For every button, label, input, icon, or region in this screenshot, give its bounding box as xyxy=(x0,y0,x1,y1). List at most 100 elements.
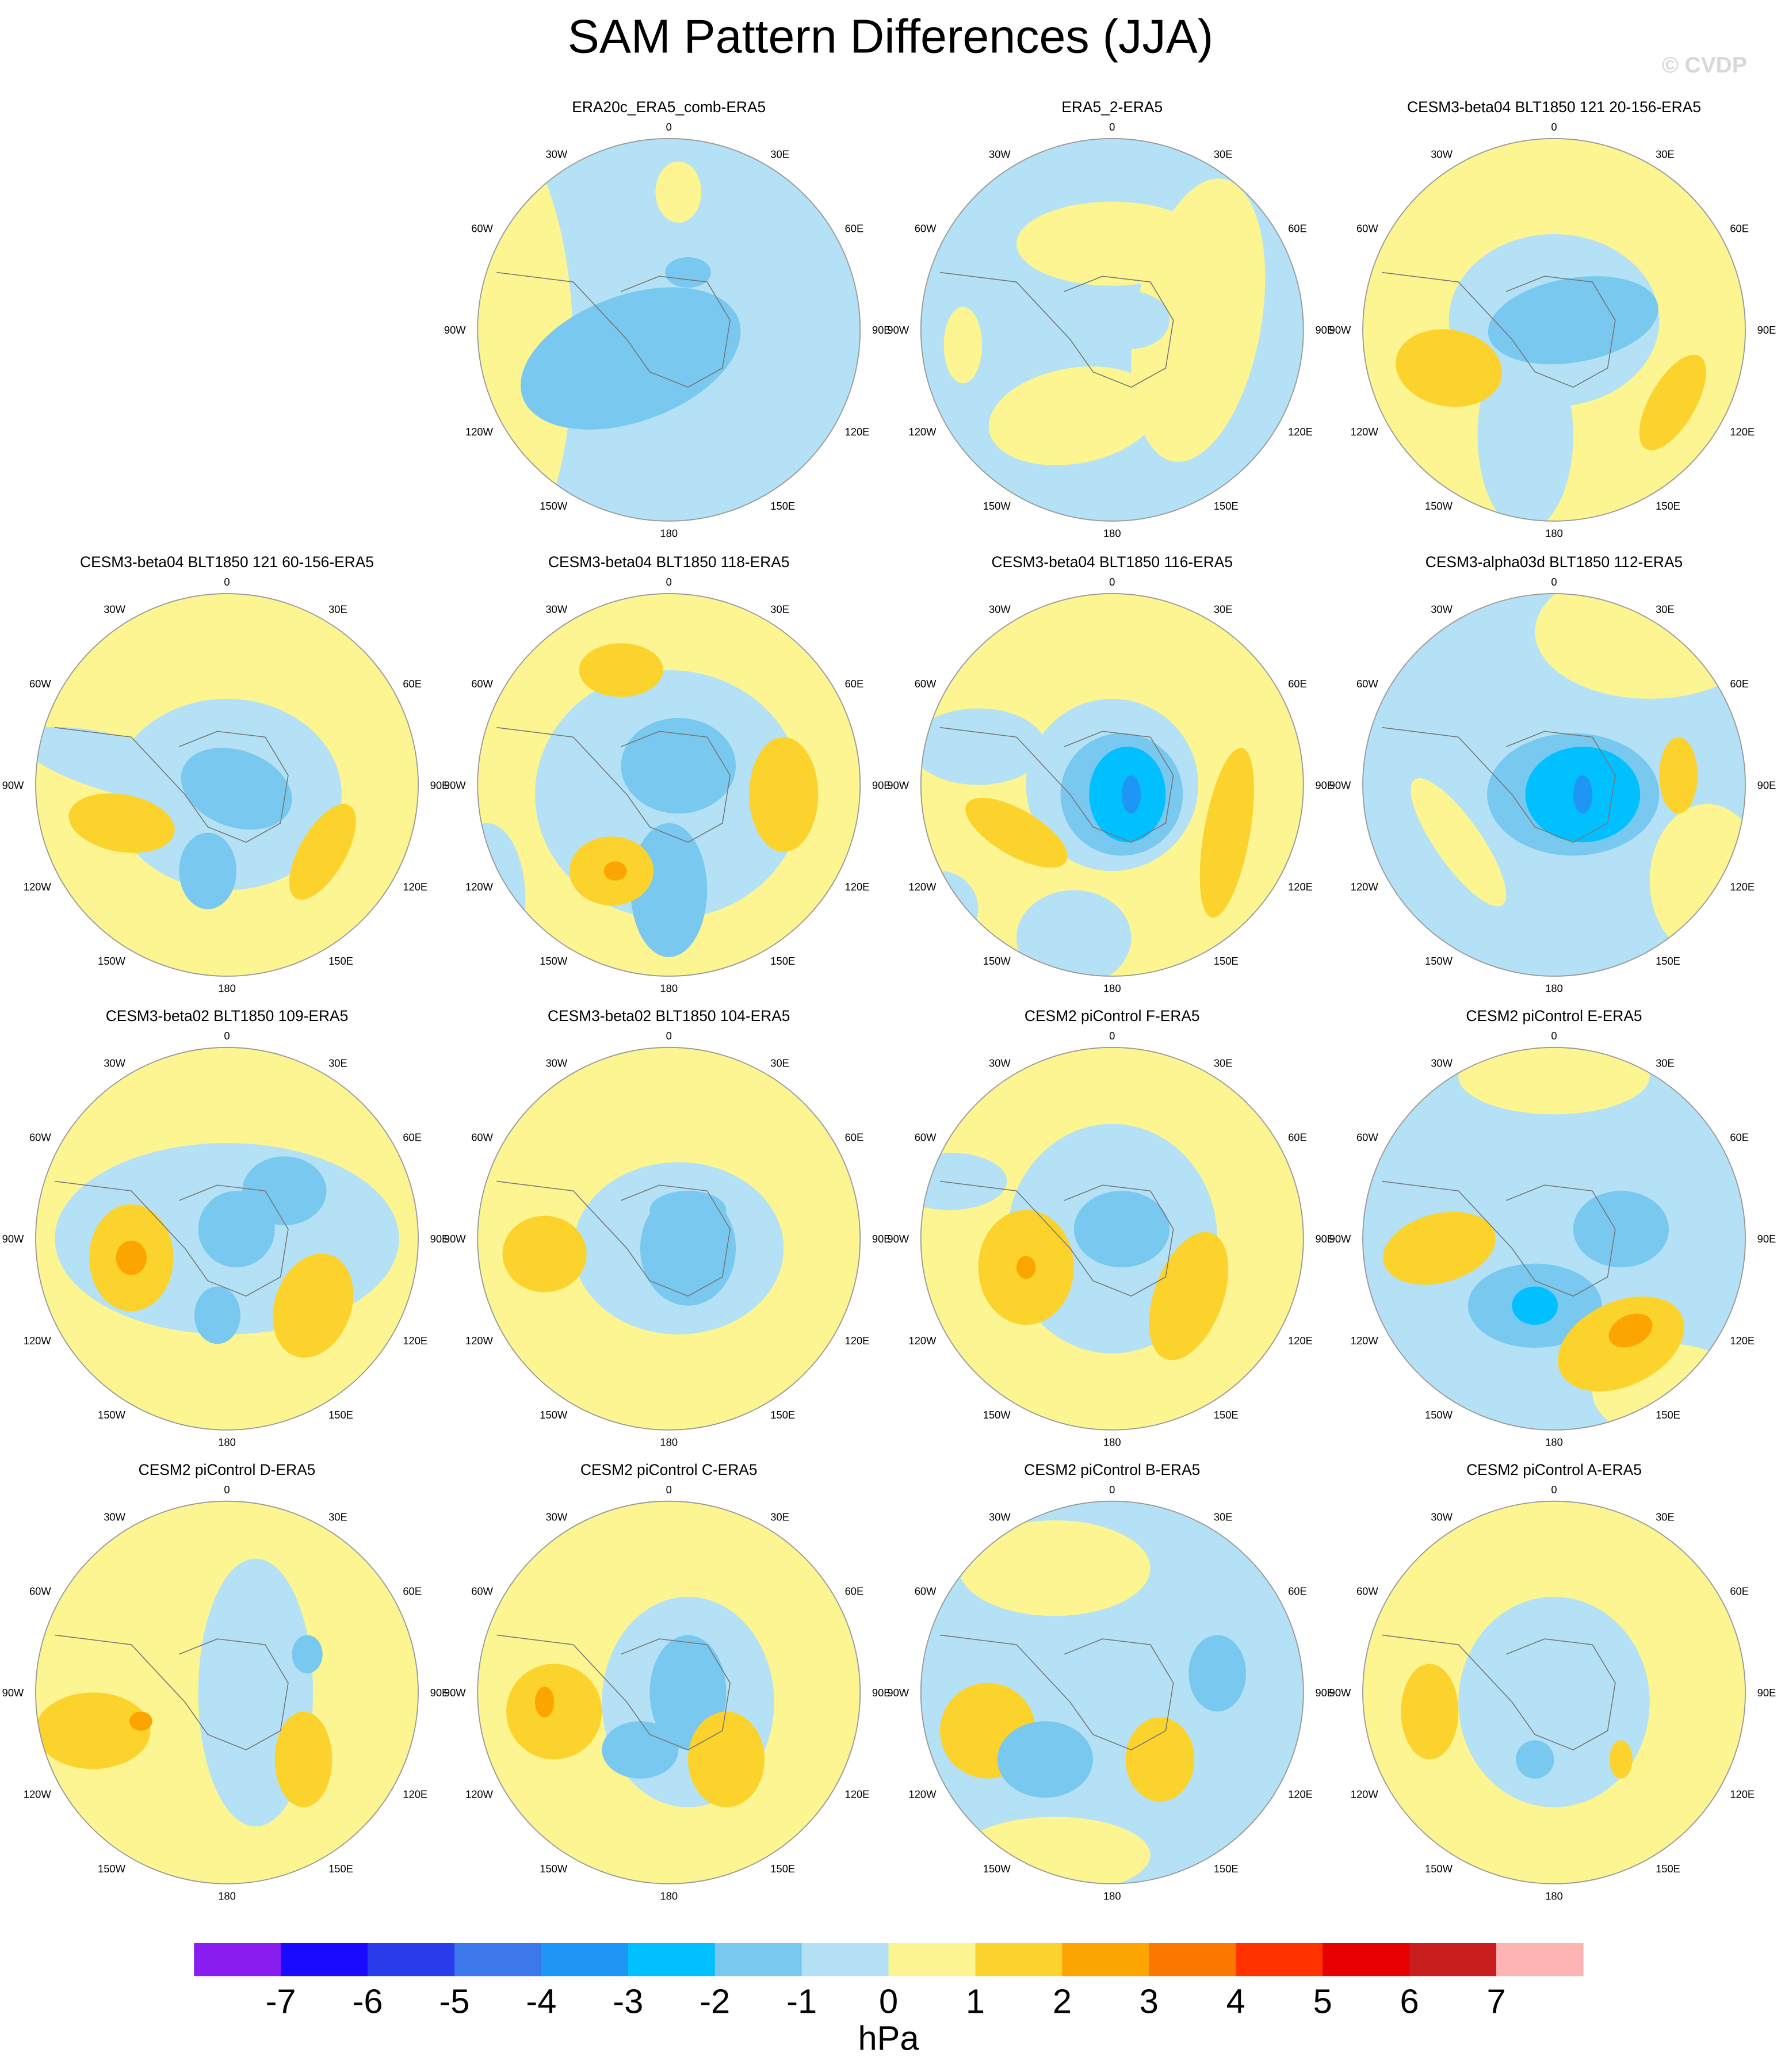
map-panel: CESM3-beta04 BLT1850 121 60-156-ERA5 0 30E… xyxy=(2,553,449,994)
longitude-label: 60W xyxy=(471,223,493,235)
longitude-label: 30W xyxy=(104,603,125,616)
longitude-label: 120E xyxy=(1730,881,1755,893)
contour-region xyxy=(920,1152,1007,1210)
longitude-label: 150W xyxy=(540,500,568,512)
longitude-label: 180 xyxy=(660,983,678,995)
longitude-label: 90W xyxy=(444,1687,466,1699)
longitude-label: 180 xyxy=(660,1890,678,1902)
longitude-label: 90E xyxy=(1315,324,1334,336)
colorbar-tick-label: 2 xyxy=(1053,1982,1072,2020)
contour-region xyxy=(1401,1664,1459,1760)
contour-region xyxy=(1639,354,1706,450)
longitude-label: 0 xyxy=(1551,121,1557,133)
longitude-label: 60W xyxy=(915,1131,937,1144)
contour-region xyxy=(272,1253,354,1358)
longitude-label: 150W xyxy=(540,1409,568,1421)
longitude-label: 60W xyxy=(1356,1585,1378,1597)
longitude-label: 60W xyxy=(29,1131,51,1144)
colorbar-tick-label: 5 xyxy=(1313,1982,1332,2020)
panel-title: CESM3-beta04 BLT1850 118-ERA5 xyxy=(548,553,790,571)
longitude-label: 60W xyxy=(915,678,937,690)
longitude-label: 150W xyxy=(98,1409,126,1421)
longitude-label: 90W xyxy=(2,779,24,791)
map-field xyxy=(477,593,861,977)
map-border xyxy=(477,137,861,522)
longitude-label: 90W xyxy=(1329,1233,1351,1245)
map-border xyxy=(1362,137,1746,522)
longitude-label: 0 xyxy=(1109,1484,1115,1496)
longitude-label: 90W xyxy=(444,1233,466,1245)
colorbar-box xyxy=(1323,1943,1410,1977)
longitude-label: 60E xyxy=(845,223,864,235)
panel-title: CESM2 piControl B-ERA5 xyxy=(1024,1461,1200,1478)
map-border xyxy=(35,1046,419,1431)
longitude-label: 90E xyxy=(430,1687,449,1699)
map-border xyxy=(1362,593,1746,977)
longitude-label: 120W xyxy=(1351,426,1379,438)
coastline xyxy=(496,727,731,843)
panel-title: CESM3-beta02 BLT1850 109-ERA5 xyxy=(106,1007,349,1024)
longitude-label: 0 xyxy=(666,576,672,588)
map-border xyxy=(477,593,861,977)
map-border xyxy=(35,1500,419,1884)
longitude-label: 120E xyxy=(845,1335,870,1347)
longitude-label: 150E xyxy=(1656,1863,1680,1875)
longitude-label: 30W xyxy=(1431,1511,1453,1523)
longitude-label: 120W xyxy=(1351,1335,1379,1347)
longitude-label: 150E xyxy=(1656,955,1680,967)
contour-region xyxy=(1608,1313,1653,1348)
longitude-label: 60E xyxy=(845,1585,864,1597)
longitude-label: 30E xyxy=(1214,603,1233,616)
longitude-label: 60W xyxy=(29,1585,51,1597)
contour-region xyxy=(521,287,741,430)
longitude-label: 120W xyxy=(465,426,494,438)
colorbar-box xyxy=(714,1943,802,1977)
longitude-label: 180 xyxy=(218,1436,236,1448)
contour-region xyxy=(649,1191,727,1229)
watermark: © CVDP xyxy=(1662,53,1747,78)
longitude-label: 0 xyxy=(1109,1030,1115,1042)
colorbar: -7 -6 -5 -4 -3 -2 -1 0 1 2 3 4 5 6 7 hPa xyxy=(194,1943,1584,2058)
panel-title: CESM2 piControl A-ERA5 xyxy=(1466,1461,1642,1478)
contour-region xyxy=(181,747,292,830)
longitude-label: 180 xyxy=(1103,983,1121,995)
longitude-label: 0 xyxy=(1551,1484,1557,1496)
longitude-label: 60W xyxy=(915,223,937,235)
map-field xyxy=(477,138,861,521)
contour-region xyxy=(1609,1740,1633,1779)
colorbar-box xyxy=(454,1943,542,1977)
contour-region xyxy=(579,643,663,697)
coastline xyxy=(496,1634,731,1750)
map-border xyxy=(477,1500,861,1884)
contour-region xyxy=(129,1711,152,1731)
figure-title: SAM Pattern Differences (JJA) xyxy=(568,10,1213,63)
longitude-label: 30W xyxy=(989,1511,1011,1523)
longitude-label: 90E xyxy=(1315,779,1334,791)
map-field xyxy=(477,1501,861,1884)
longitude-label: 120W xyxy=(465,1788,494,1800)
longitude-label: 120E xyxy=(1288,426,1313,438)
contour-region xyxy=(965,797,1068,868)
longitude-label: 30E xyxy=(328,1057,347,1069)
contour-region xyxy=(943,307,983,384)
longitude-label: 30E xyxy=(770,603,789,616)
contour-region xyxy=(687,1711,765,1807)
map-panel: CESM3-beta04 BLT1850 116-ERA5 0 30E 60E 90E 1… xyxy=(887,553,1334,994)
colorbar-box xyxy=(888,1943,976,1977)
map-field xyxy=(35,1047,419,1430)
map-panel: CESM2 piControl C-ERA5 0 30E 60E 90E 120E 150E… xyxy=(444,1461,891,1902)
longitude-label: 150W xyxy=(983,955,1011,967)
longitude-label: 90E xyxy=(872,1687,891,1699)
panel-title: CESM2 piControl C-ERA5 xyxy=(580,1461,758,1478)
map-panel: CESM3-beta02 BLT1850 109-ERA5 0 30E 60E 90E 1… xyxy=(2,1007,449,1448)
longitude-label: 30W xyxy=(545,1511,567,1523)
longitude-label: 90E xyxy=(1757,779,1776,791)
longitude-label: 0 xyxy=(1109,121,1115,133)
map-field xyxy=(920,1501,1304,1884)
map-panel: CESM3-beta04 BLT1850 118-ERA5 0 30E 60E 90E 1… xyxy=(444,553,891,994)
longitude-label: 120E xyxy=(845,426,870,438)
longitude-label: 30E xyxy=(1214,1057,1233,1069)
contour-region xyxy=(35,727,224,805)
longitude-label: 90W xyxy=(1329,324,1351,336)
